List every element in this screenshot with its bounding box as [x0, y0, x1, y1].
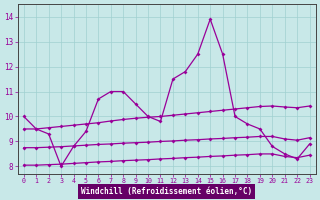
- X-axis label: Windchill (Refroidissement éolien,°C): Windchill (Refroidissement éolien,°C): [81, 187, 252, 196]
